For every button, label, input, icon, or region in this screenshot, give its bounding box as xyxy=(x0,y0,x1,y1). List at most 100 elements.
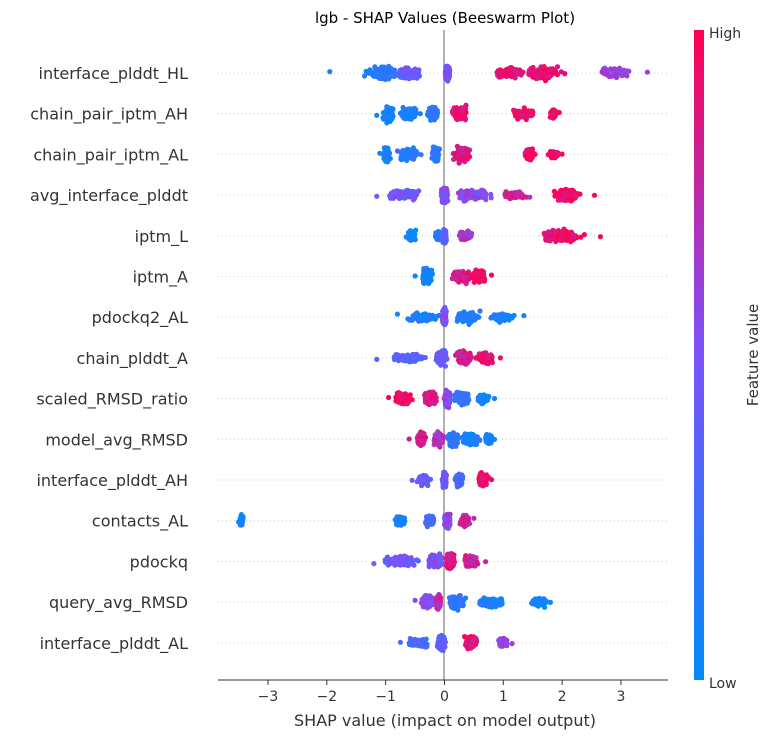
data-point xyxy=(461,350,468,356)
data-point xyxy=(439,187,445,193)
data-point xyxy=(622,68,628,74)
data-point xyxy=(458,153,464,159)
data-point xyxy=(443,353,449,359)
data-point xyxy=(404,109,410,115)
data-point xyxy=(416,67,422,73)
data-point xyxy=(381,68,387,74)
data-point xyxy=(400,70,406,76)
data-point xyxy=(428,108,434,115)
data-point xyxy=(554,64,561,70)
data-point xyxy=(384,73,391,79)
data-point xyxy=(450,272,456,278)
data-point xyxy=(477,308,483,314)
data-point xyxy=(463,193,469,199)
data-point xyxy=(564,189,571,196)
data-point xyxy=(463,231,469,237)
data-point xyxy=(411,188,417,195)
data-point xyxy=(384,112,390,118)
data-point xyxy=(542,232,548,238)
data-point xyxy=(417,111,423,117)
data-point xyxy=(513,193,519,199)
data-point xyxy=(556,109,562,116)
data-point xyxy=(538,64,544,70)
data-point xyxy=(568,229,575,235)
data-point xyxy=(521,313,527,319)
data-point xyxy=(426,274,432,280)
data-point xyxy=(390,113,396,119)
data-point xyxy=(362,73,368,79)
data-point xyxy=(564,237,570,243)
data-point xyxy=(474,313,481,319)
data-point xyxy=(374,193,380,199)
data-point xyxy=(459,274,465,280)
data-point xyxy=(423,266,429,273)
data-point xyxy=(530,109,536,115)
data-point xyxy=(552,229,558,235)
data-point xyxy=(603,69,610,76)
feature-row-interface_plddt_HL xyxy=(327,63,651,84)
data-point xyxy=(541,68,548,74)
data-point xyxy=(435,358,441,364)
data-point xyxy=(644,69,651,75)
data-point xyxy=(442,309,448,315)
data-point xyxy=(411,156,417,162)
data-point xyxy=(541,72,548,78)
data-point xyxy=(527,194,533,200)
data-point xyxy=(475,191,481,197)
data-point xyxy=(395,194,401,200)
chart-title: lgb - SHAP Values (Beeswarm Plot) xyxy=(315,9,575,27)
data-point xyxy=(456,352,462,358)
data-point xyxy=(552,70,559,76)
data-point xyxy=(438,352,444,358)
data-point xyxy=(581,232,588,238)
data-point xyxy=(516,108,522,114)
data-point xyxy=(495,70,501,76)
data-point xyxy=(547,150,553,156)
data-point xyxy=(387,118,393,124)
data-point xyxy=(404,69,410,75)
data-point xyxy=(530,151,536,157)
data-point xyxy=(418,152,424,158)
data-point xyxy=(446,66,452,72)
data-point xyxy=(327,69,333,75)
data-point xyxy=(535,71,542,78)
data-point xyxy=(524,147,530,153)
data-point xyxy=(407,356,413,362)
data-point xyxy=(434,114,440,120)
data-point xyxy=(404,187,410,194)
data-point xyxy=(403,234,409,240)
data-point xyxy=(441,194,447,200)
data-point xyxy=(442,304,448,310)
data-point xyxy=(375,74,381,80)
data-point xyxy=(459,108,465,115)
data-point xyxy=(591,192,598,198)
data-point xyxy=(426,315,432,321)
data-point xyxy=(408,151,414,157)
data-point xyxy=(374,356,380,362)
data-point xyxy=(386,67,393,73)
data-point xyxy=(488,272,495,278)
data-point xyxy=(479,190,485,196)
feature-row-avg_interface_plddt xyxy=(374,185,598,206)
data-point xyxy=(414,310,420,316)
data-point xyxy=(412,110,418,116)
data-point xyxy=(395,352,401,358)
data-point xyxy=(465,355,471,361)
data-point xyxy=(462,115,468,121)
data-point xyxy=(478,271,484,277)
data-point xyxy=(551,235,557,241)
feature-row-chain_pair_iptm_AH xyxy=(374,102,562,126)
data-point xyxy=(507,70,513,76)
feature-row-chain_pair_iptm_AL xyxy=(377,143,565,166)
data-point xyxy=(398,74,404,80)
data-point xyxy=(426,279,432,285)
data-point xyxy=(469,313,476,319)
data-point xyxy=(530,72,536,79)
data-point xyxy=(460,145,466,151)
data-point xyxy=(558,69,565,75)
data-point xyxy=(479,356,485,362)
data-point xyxy=(420,316,426,322)
data-point xyxy=(469,318,475,324)
data-point xyxy=(468,233,474,239)
data-point xyxy=(386,106,392,112)
